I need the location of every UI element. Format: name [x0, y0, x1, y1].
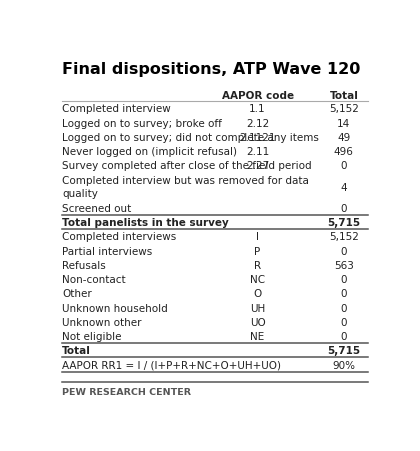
Text: Completed interview but was removed for data
quality: Completed interview but was removed for … — [62, 176, 309, 198]
Text: 5,152: 5,152 — [329, 232, 359, 242]
Text: 0: 0 — [341, 317, 347, 327]
Text: Logged on to survey; did not complete any items: Logged on to survey; did not complete an… — [62, 133, 319, 143]
Text: 0: 0 — [341, 331, 347, 341]
Text: 496: 496 — [334, 147, 354, 157]
Text: 0: 0 — [341, 303, 347, 313]
Text: Unknown other: Unknown other — [62, 317, 142, 327]
Text: 0: 0 — [341, 275, 347, 285]
Text: 14: 14 — [337, 118, 350, 129]
Text: Total panelists in the survey: Total panelists in the survey — [62, 218, 229, 228]
Text: Completed interviews: Completed interviews — [62, 232, 176, 242]
Text: Partial interviews: Partial interviews — [62, 246, 152, 256]
Text: 0: 0 — [341, 289, 347, 299]
Text: Screened out: Screened out — [62, 203, 131, 213]
Text: 2.11: 2.11 — [246, 147, 269, 157]
Text: PEW RESEARCH CENTER: PEW RESEARCH CENTER — [62, 387, 191, 396]
Text: Completed interview: Completed interview — [62, 104, 171, 114]
Text: Not eligible: Not eligible — [62, 331, 122, 341]
Text: 5,715: 5,715 — [327, 345, 360, 355]
Text: Total: Total — [329, 91, 358, 101]
Text: P: P — [255, 246, 261, 256]
Text: AAPOR code: AAPOR code — [221, 91, 294, 101]
Text: 0: 0 — [341, 203, 347, 213]
Text: 5,715: 5,715 — [327, 218, 360, 228]
Text: 2.1121: 2.1121 — [239, 133, 276, 143]
Text: UH: UH — [250, 303, 265, 313]
Text: 0: 0 — [341, 246, 347, 256]
Text: NC: NC — [250, 275, 265, 285]
Text: 563: 563 — [334, 260, 354, 270]
Text: Survey completed after close of the field period: Survey completed after close of the fiel… — [62, 161, 312, 171]
Text: 49: 49 — [337, 133, 350, 143]
Text: 2.27: 2.27 — [246, 161, 269, 171]
Text: 5,152: 5,152 — [329, 104, 359, 114]
Text: O: O — [253, 289, 262, 299]
Text: R: R — [254, 260, 261, 270]
Text: 90%: 90% — [332, 360, 355, 370]
Text: 0: 0 — [341, 161, 347, 171]
Text: Logged on to survey; broke off: Logged on to survey; broke off — [62, 118, 222, 129]
Text: Never logged on (implicit refusal): Never logged on (implicit refusal) — [62, 147, 237, 157]
Text: Refusals: Refusals — [62, 260, 106, 270]
Text: 4: 4 — [341, 182, 347, 192]
Text: I: I — [256, 232, 259, 242]
Text: AAPOR RR1 = I / (I+P+R+NC+O+UH+UO): AAPOR RR1 = I / (I+P+R+NC+O+UH+UO) — [62, 360, 281, 370]
Text: Final dispositions, ATP Wave 120: Final dispositions, ATP Wave 120 — [62, 62, 361, 77]
Text: Unknown household: Unknown household — [62, 303, 168, 313]
Text: UO: UO — [249, 317, 265, 327]
Text: Total: Total — [62, 345, 91, 355]
Text: NE: NE — [250, 331, 265, 341]
Text: 1.1: 1.1 — [249, 104, 266, 114]
Text: 2.12: 2.12 — [246, 118, 269, 129]
Text: Non-contact: Non-contact — [62, 275, 126, 285]
Text: Other: Other — [62, 289, 92, 299]
